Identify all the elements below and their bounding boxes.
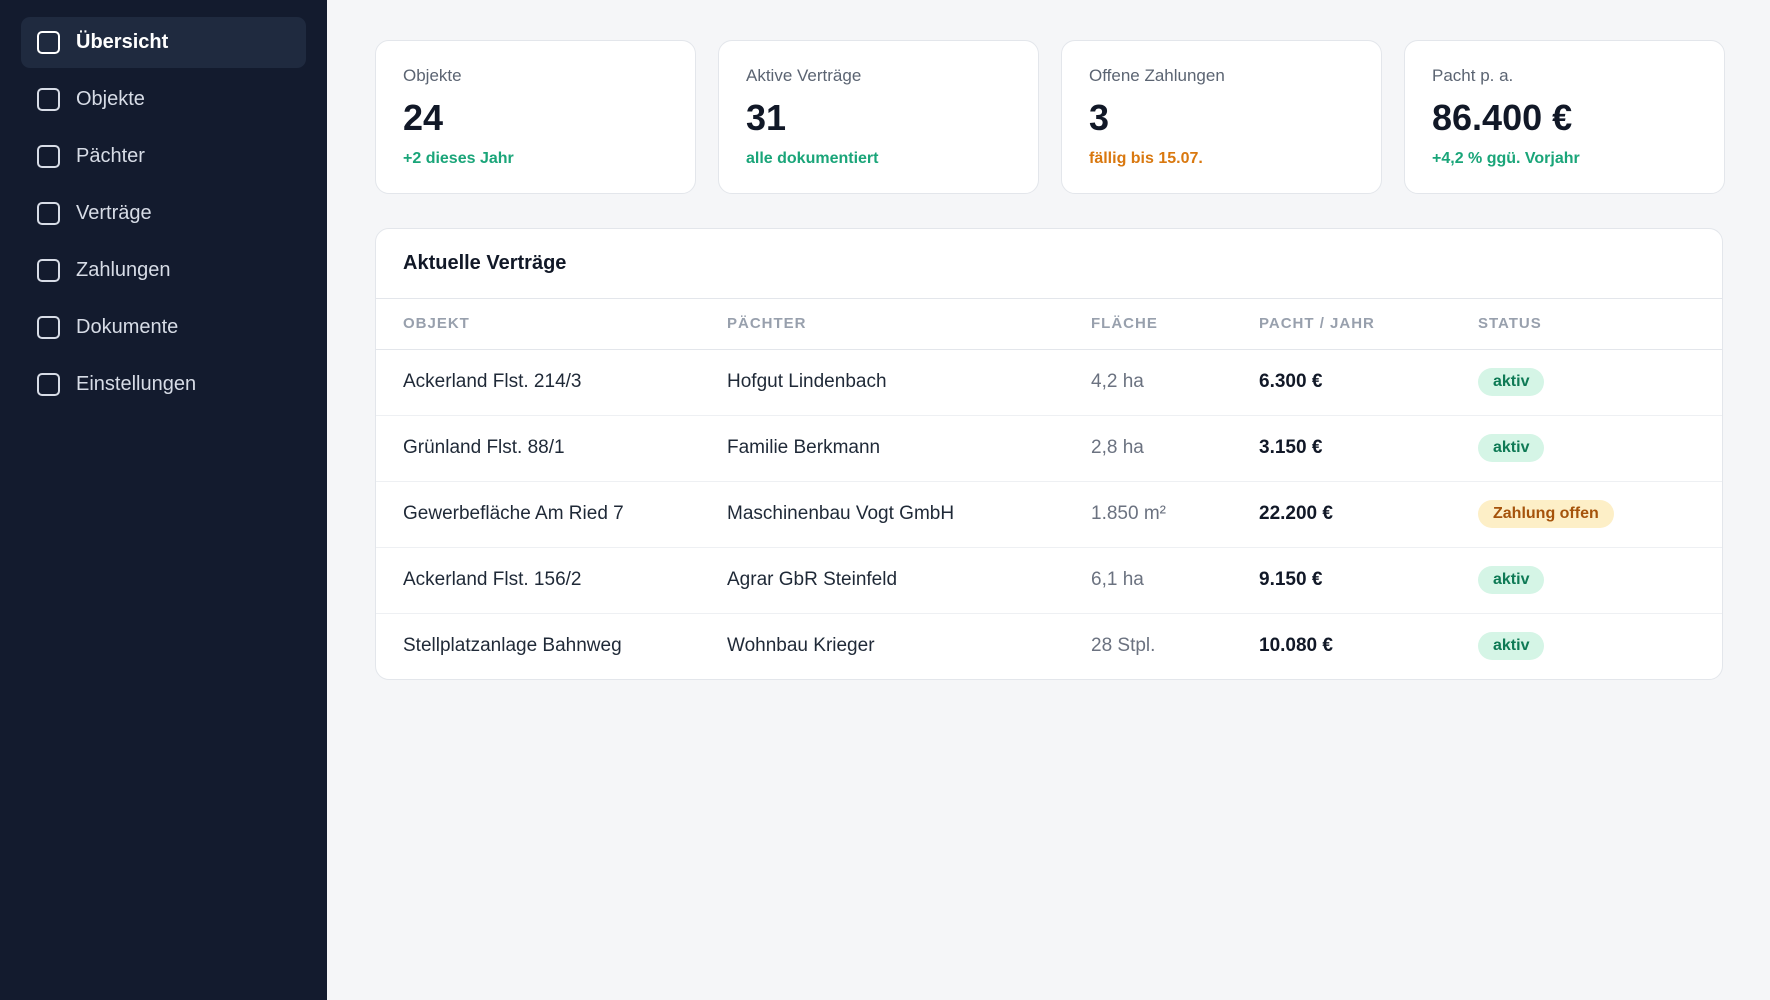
status-badge: aktiv <box>1478 368 1545 396</box>
cell-status: aktiv <box>1478 349 1722 416</box>
square-icon <box>37 316 60 339</box>
cell-pacht: 10.080 € <box>1259 635 1333 657</box>
stat-label: Aktive Verträge <box>746 66 862 85</box>
square-icon <box>37 202 60 225</box>
stat-card-objekte: Objekte 24 +2 dieses Jahr <box>375 40 696 194</box>
stat-value: 3 <box>1089 97 1110 138</box>
sidebar-item-zahlungen[interactable]: Zahlungen <box>21 245 306 296</box>
status-badge: aktiv <box>1478 434 1545 462</box>
table-row[interactable]: Ackerland Flst. 156/2 Agrar GbR Steinfel… <box>376 547 1722 614</box>
cell-pacht: 3.150 € <box>1259 415 1478 482</box>
cell-objekt: Gewerbefläche Am Ried 7 <box>376 481 727 548</box>
sidebar-item-label: Verträge <box>76 202 152 224</box>
stat-card-offene-zahlungen: Offene Zahlungen 3 fällig bis 15.07. <box>1061 40 1382 194</box>
table-row[interactable]: Ackerland Flst. 214/3 Hofgut Lindenbach … <box>376 349 1722 416</box>
cell-flaeche: 28 Stpl. <box>1091 635 1156 657</box>
square-icon <box>37 88 60 111</box>
sidebar-item-label: Einstellungen <box>76 373 197 395</box>
cell-paechter: Hofgut Lindenbach <box>727 349 1091 416</box>
cell-status: aktiv <box>1478 613 1722 679</box>
stat-value: 24 <box>403 97 444 138</box>
cell-pacht: 22.200 € <box>1259 481 1478 548</box>
stats-row: Objekte 24 +2 dieses Jahr Aktive Verträg… <box>375 40 1725 194</box>
sidebar-item-label: Pächter <box>76 145 145 167</box>
stat-value: 86.400 € <box>1432 97 1573 138</box>
table-row[interactable]: Grünland Flst. 88/1 Familie Berkmann 2,8… <box>376 415 1722 482</box>
stat-label: Pacht p. a. <box>1432 66 1514 85</box>
table-row[interactable]: Stellplatzanlage Bahnweg Wohnbau Krieger… <box>376 613 1722 679</box>
cell-status: Zahlung offen <box>1478 481 1722 548</box>
stat-card-pacht: Pacht p. a. 86.400 € +4,2 % ggü. Vorjahr <box>1404 40 1725 194</box>
square-icon <box>37 373 60 396</box>
cell-paechter: Maschinenbau Vogt GmbH <box>727 481 1091 548</box>
main-content: Objekte 24 +2 dieses Jahr Aktive Verträg… <box>327 0 1770 1000</box>
cell-paechter: Wohnbau Krieger <box>727 635 875 657</box>
sidebar-item-paechter[interactable]: Pächter <box>21 131 306 182</box>
status-badge: aktiv <box>1478 632 1545 661</box>
cell-objekt: Ackerland Flst. 156/2 <box>376 547 727 614</box>
column-header-flaeche[interactable]: FLÄCHE <box>1091 299 1259 350</box>
cell-flaeche: 6,1 ha <box>1091 547 1259 614</box>
square-icon <box>37 145 60 168</box>
cell-paechter: Familie Berkmann <box>727 415 1091 482</box>
status-badge: Zahlung offen <box>1478 500 1614 528</box>
cell-objekt: Ackerland Flst. 214/3 <box>376 349 727 416</box>
cell-paechter: Agrar GbR Steinfeld <box>727 547 1091 614</box>
cell-objekt: Stellplatzanlage Bahnweg <box>403 635 622 657</box>
stat-label: Objekte <box>403 66 462 85</box>
sidebar-item-label: Zahlungen <box>76 259 171 281</box>
sidebar-item-label: Dokumente <box>76 316 179 338</box>
table-row[interactable]: Gewerbefläche Am Ried 7 Maschinenbau Vog… <box>376 481 1722 548</box>
sidebar-item-label: Übersicht <box>76 31 169 53</box>
sidebar-item-vertraege[interactable]: Verträge <box>21 188 306 239</box>
sidebar-item-dokumente[interactable]: Dokumente <box>21 302 306 353</box>
cell-objekt: Grünland Flst. 88/1 <box>376 415 727 482</box>
stat-note: +2 dieses Jahr <box>403 149 514 167</box>
table-header-row: OBJEKT PÄCHTER FLÄCHE PACHT / JAHR STATU… <box>376 299 1722 350</box>
contracts-table: OBJEKT PÄCHTER FLÄCHE PACHT / JAHR STATU… <box>376 299 1722 679</box>
square-icon <box>37 259 60 282</box>
cell-status: aktiv <box>1478 547 1722 614</box>
cell-flaeche: 1.850 m² <box>1091 481 1259 548</box>
square-icon <box>37 31 60 54</box>
column-header-paechter[interactable]: PÄCHTER <box>727 299 1091 350</box>
cell-pacht: 6.300 € <box>1259 349 1478 416</box>
panel-title: Aktuelle Verträge <box>376 229 1722 299</box>
cell-pacht: 9.150 € <box>1259 547 1478 614</box>
stat-card-aktive-vertraege: Aktive Verträge 31 alle dokumentiert <box>718 40 1039 194</box>
stat-note: fällig bis 15.07. <box>1089 149 1203 167</box>
cell-flaeche: 4,2 ha <box>1091 349 1259 416</box>
sidebar-item-uebersicht[interactable]: Übersicht <box>21 17 306 68</box>
column-header-objekt[interactable]: OBJEKT <box>376 299 727 350</box>
stat-label: Offene Zahlungen <box>1089 66 1225 85</box>
column-header-status[interactable]: STATUS <box>1478 299 1722 350</box>
stat-note: alle dokumentiert <box>746 149 879 167</box>
cell-status: aktiv <box>1478 415 1722 482</box>
cell-flaeche: 2,8 ha <box>1091 415 1259 482</box>
sidebar: Übersicht Objekte Pächter Verträge Zahlu… <box>0 0 327 1000</box>
contracts-panel: Aktuelle Verträge OBJEKT PÄCHTER FLÄCHE … <box>375 228 1723 680</box>
stat-value: 31 <box>746 97 787 138</box>
sidebar-item-label: Objekte <box>76 88 145 110</box>
status-badge: aktiv <box>1478 566 1545 594</box>
sidebar-item-einstellungen[interactable]: Einstellungen <box>21 359 306 410</box>
column-header-pacht[interactable]: PACHT / JAHR <box>1259 299 1478 350</box>
stat-note: +4,2 % ggü. Vorjahr <box>1432 149 1580 167</box>
sidebar-item-objekte[interactable]: Objekte <box>21 74 306 125</box>
